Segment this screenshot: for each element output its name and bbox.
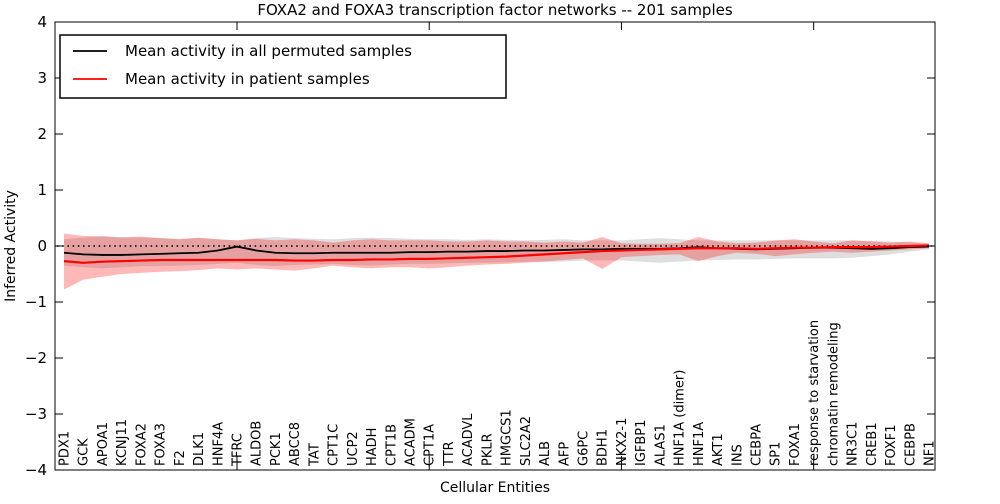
x-tick-label: FOXA3 [154, 423, 169, 466]
legend-label-permuted: Mean activity in all permuted samples [125, 42, 412, 60]
y-tick-label: −2 [25, 349, 47, 367]
x-tick-label: AKT1 [711, 433, 726, 466]
x-tick-label: FOXA1 [788, 423, 803, 466]
x-tick-label: chromatin remodeling [826, 322, 841, 466]
x-tick-label: KCNJ11 [115, 419, 130, 466]
y-tick-label: −3 [25, 405, 47, 423]
mean-lines [63, 244, 930, 264]
x-tick-label: PCK1 [269, 432, 284, 466]
x-tick-label: BDH1 [596, 429, 611, 466]
x-tick-label: GCK [77, 438, 92, 466]
y-tick-label: 3 [37, 69, 47, 87]
y-tick-label: 0 [37, 237, 47, 255]
patient-std-band [64, 233, 929, 290]
x-tick-label: CPT1B [384, 424, 399, 466]
plot-border [54, 21, 936, 471]
y-tick-label: 1 [37, 181, 47, 199]
x-tick-label: FOXF1 [884, 424, 899, 466]
x-tick-label: NKX2-1 [615, 418, 630, 466]
x-axis-label: Cellular Entities [440, 480, 550, 496]
x-tick-label: CPT1A [423, 424, 438, 466]
y-tick-label: 2 [37, 125, 47, 143]
legend-box [59, 34, 507, 99]
x-tick-label: SLC2A2 [519, 416, 534, 466]
x-tick-label: HNF1A (dimer) [673, 370, 688, 466]
x-tick-label: TFRC [231, 433, 246, 467]
x-tick-label: ALB [538, 441, 553, 466]
y-axis-label: Inferred Activity [3, 190, 19, 302]
x-tick-label: HNF1A [692, 422, 707, 466]
x-tick-label: AFP [557, 442, 572, 466]
x-tick-label: INS [730, 444, 745, 466]
x-tick-label: ALDOB [250, 421, 265, 466]
x-tick-label: FOXA2 [134, 423, 149, 466]
x-tick-label: CEBPA [750, 424, 765, 466]
legend: Mean activity in all permuted samples Me… [59, 34, 507, 99]
x-tick-label: TAT [307, 443, 322, 467]
x-tick-label: G6PC [577, 431, 592, 466]
x-tick-label: ACADVL [461, 413, 476, 466]
x-tick-label: UCP2 [346, 431, 361, 466]
x-tick-label: PDX1 [58, 431, 73, 466]
x-tick-label: ACADM [404, 418, 419, 466]
x-tick-label: PKLR [480, 433, 495, 466]
y-tick-label: 4 [37, 13, 47, 31]
x-tick-label: HMGCS1 [500, 409, 515, 466]
x-tick-label: TTR [442, 441, 457, 467]
x-tick-label: response to starvation [807, 320, 822, 466]
y-tick-label: −1 [25, 293, 47, 311]
x-tick-label: CREB1 [865, 422, 880, 466]
x-tick-label: ABCC8 [288, 422, 303, 466]
x-tick-label: HNF4A [211, 422, 226, 466]
x-tick-label: F2 [173, 450, 188, 466]
x-tick-label: NR3C1 [846, 422, 861, 466]
x-tick-label: HADH [365, 428, 380, 466]
x-tick-label: ALAS1 [653, 424, 668, 466]
x-tick-label: APOA1 [96, 422, 111, 466]
x-tick-label: CEBPB [903, 423, 918, 466]
x-tick-label: SP1 [769, 442, 784, 466]
x-tick-label: NF1 [923, 441, 938, 466]
x-tick-label: CPT1C [327, 424, 342, 466]
patient-mean-line [63, 244, 930, 264]
legend-label-patient: Mean activity in patient samples [125, 70, 370, 88]
x-tick-label: DLK1 [192, 432, 207, 466]
y-tick-label: −4 [25, 461, 47, 479]
x-tick-label: IGFBP1 [634, 420, 649, 466]
chart-title: FOXA2 and FOXA3 transcription factor net… [257, 1, 733, 19]
std-bands [64, 233, 929, 290]
x-tick-labels: PDX1 GCK APOA1 KCNJ11 FOXA2 FOXA3 F2 DLK1 HNF4A T… [58, 320, 938, 467]
y-tick-labels: −4 −3 −2 −1 0 1 2 3 4 [25, 13, 47, 479]
